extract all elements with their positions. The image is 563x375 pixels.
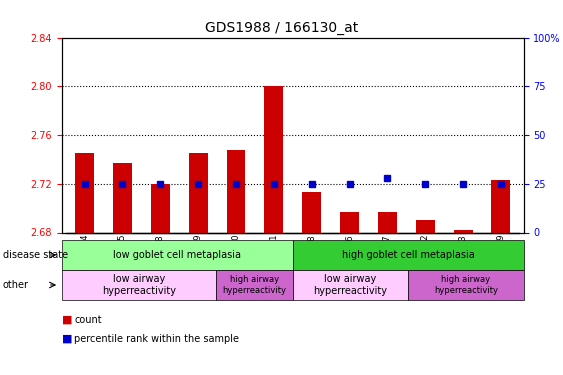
Text: low airway
hyperreactivity: low airway hyperreactivity — [102, 274, 176, 296]
FancyBboxPatch shape — [255, 232, 293, 234]
FancyBboxPatch shape — [482, 232, 520, 234]
Bar — [151, 184, 170, 232]
FancyBboxPatch shape — [66, 232, 104, 234]
FancyBboxPatch shape — [368, 232, 406, 234]
Text: low goblet cell metaplasia: low goblet cell metaplasia — [113, 250, 242, 260]
Bar — [340, 212, 359, 232]
Text: count: count — [74, 315, 102, 325]
Bar — [265, 86, 283, 232]
FancyBboxPatch shape — [330, 232, 368, 234]
Bar — [415, 220, 435, 232]
Text: disease state: disease state — [3, 250, 68, 260]
Bar — [302, 192, 321, 232]
Bar — [454, 230, 472, 232]
Bar — [75, 153, 94, 232]
Text: percentile rank within the sample: percentile rank within the sample — [74, 334, 239, 344]
Text: high airway
hyperreactivity: high airway hyperreactivity — [434, 275, 498, 295]
FancyBboxPatch shape — [444, 232, 482, 234]
Text: other: other — [3, 280, 29, 290]
Bar — [378, 212, 397, 232]
Text: ■: ■ — [62, 315, 73, 325]
FancyBboxPatch shape — [217, 232, 255, 234]
Bar — [113, 163, 132, 232]
Bar — [226, 150, 245, 232]
FancyBboxPatch shape — [179, 232, 217, 234]
Text: high goblet cell metaplasia: high goblet cell metaplasia — [342, 250, 475, 260]
Text: high airway
hyperreactivity: high airway hyperreactivity — [222, 275, 287, 295]
Text: low airway
hyperreactivity: low airway hyperreactivity — [314, 274, 387, 296]
FancyBboxPatch shape — [104, 232, 141, 234]
Bar — [491, 180, 510, 232]
FancyBboxPatch shape — [406, 232, 444, 234]
Text: ■: ■ — [62, 334, 73, 344]
FancyBboxPatch shape — [293, 232, 330, 234]
Bar — [189, 153, 208, 232]
Text: GDS1988 / 166130_at: GDS1988 / 166130_at — [205, 21, 358, 34]
FancyBboxPatch shape — [141, 232, 179, 234]
